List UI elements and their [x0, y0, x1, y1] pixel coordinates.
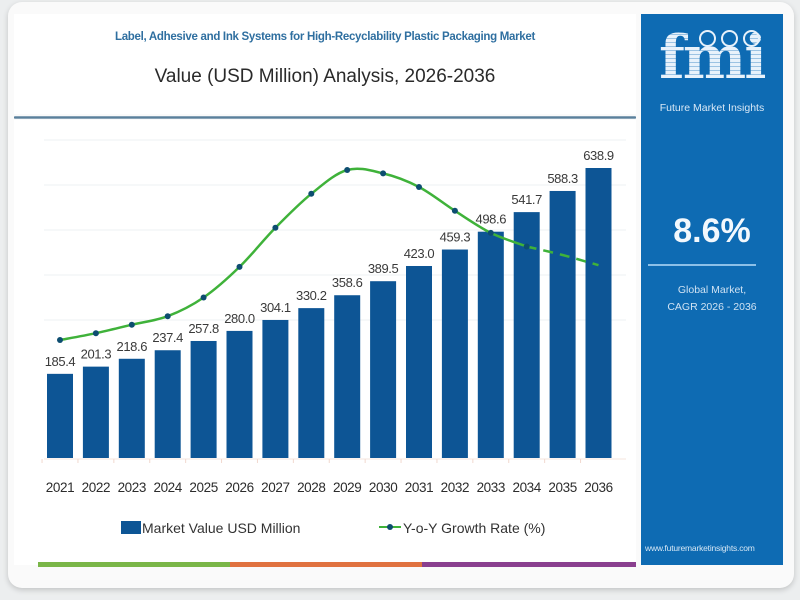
bar-label-2036: 638.9 — [583, 148, 614, 163]
chart-header: Label, Adhesive and Ink Systems for High… — [14, 14, 636, 114]
growth-marker-2025 — [200, 294, 207, 301]
bar-2033 — [477, 231, 504, 458]
x-tick-2032: 2032 — [441, 480, 469, 495]
gridlines — [44, 139, 626, 460]
x-tick-2024: 2024 — [153, 480, 182, 495]
footer-stripe-orange — [230, 562, 422, 567]
header-divider — [14, 116, 636, 119]
cagr-label-line2: CAGR 2026 - 2036 — [667, 301, 757, 313]
x-tick-2029: 2029 — [333, 480, 361, 495]
bar-label-2023: 218.6 — [117, 339, 148, 354]
x-tick-2023: 2023 — [118, 480, 146, 495]
bars — [47, 168, 612, 458]
cagr-value: 8.6% — [673, 212, 751, 250]
bar-label-2031: 423.0 — [404, 246, 435, 261]
bar-2024 — [154, 350, 181, 458]
x-tick-2027: 2027 — [261, 480, 289, 495]
legend-line-label: Y-o-Y Growth Rate (%) — [403, 520, 546, 536]
x-tick-2030: 2030 — [369, 480, 397, 495]
growth-marker-2023 — [128, 321, 135, 328]
cagr-divider — [648, 264, 756, 266]
bar-label-2027: 304.1 — [260, 300, 291, 315]
x-tick-2028: 2028 — [297, 480, 325, 495]
growth-line — [57, 167, 599, 343]
bar-label-2032: 459.3 — [440, 230, 471, 245]
cagr-label: Global Market, CAGR 2026 - 2036 — [641, 282, 783, 316]
growth-line-solid — [59, 167, 528, 342]
chart-legend: Market Value USD Million Y-o-Y Growth Ra… — [0, 520, 636, 540]
legend-item-market-value: Market Value USD Million — [121, 520, 300, 536]
x-tick-2021: 2021 — [46, 480, 74, 495]
x-tick-2025: 2025 — [189, 480, 217, 495]
bar-2023 — [118, 358, 145, 458]
x-tick-2022: 2022 — [82, 480, 110, 495]
person-icon — [743, 30, 760, 47]
footer-stripe-purple — [422, 562, 636, 567]
growth-marker-2028 — [308, 190, 315, 197]
bar-2028 — [298, 308, 325, 458]
bar-2022 — [82, 366, 109, 458]
x-axis-ticks: 2021 2022 2023 2024 2025 2026 2027 2028 2029 2030… — [41, 459, 613, 495]
bar-label-2034: 541.7 — [511, 192, 542, 207]
legend-item-growth-rate: Y-o-Y Growth Rate (%) — [379, 520, 545, 536]
growth-marker-2027 — [272, 224, 279, 231]
bar-2036 — [585, 168, 612, 458]
bar-2035 — [549, 190, 576, 458]
x-tick-2035: 2035 — [548, 480, 576, 495]
growth-marker-2031 — [416, 184, 422, 190]
cagr-label-line1: Global Market, — [677, 284, 747, 296]
bar-label-2021: 185.4 — [45, 354, 76, 369]
growth-marker-2021 — [57, 337, 63, 343]
legend-bar-label: Market Value USD Million — [142, 520, 301, 536]
growth-marker-2026 — [236, 263, 243, 270]
x-tick-2026: 2026 — [225, 480, 253, 495]
growth-marker-2030 — [380, 170, 387, 177]
growth-marker-2033 — [487, 229, 494, 236]
chart-title: Label, Adhesive and Ink Systems for High… — [114, 31, 536, 43]
x-tick-2036: 2036 — [584, 480, 612, 495]
bar-label-2028: 330.2 — [296, 288, 327, 303]
bar-labels: 185.4 201.3 218.6 237.4 257.8 280.0 304.1 330.2… — [45, 148, 615, 369]
bar-2032 — [441, 249, 468, 458]
logo-people-icons — [699, 30, 779, 50]
growth-line-dashed — [526, 245, 599, 267]
bar-label-2026: 280.0 — [224, 311, 255, 326]
bar-2021 — [47, 373, 73, 458]
growth-marker-2034 — [523, 243, 530, 250]
bar-label-2025: 257.8 — [188, 321, 219, 336]
legend-bar-swatch — [121, 521, 141, 534]
bar-label-2022: 201.3 — [81, 347, 112, 362]
growth-marker-2032 — [451, 207, 458, 214]
person-icon — [699, 30, 716, 47]
chart-subtitle: Value (USD Million) Analysis, 2026-2036 — [154, 66, 496, 87]
person-icon — [721, 30, 738, 47]
website-link[interactable]: www.futuremarketinsights.com — [645, 543, 755, 553]
bar-2030 — [370, 281, 397, 458]
growth-marker-2029 — [344, 167, 351, 173]
bar-label-2030: 389.5 — [368, 261, 399, 276]
bar-2025 — [190, 340, 217, 458]
footer-stripe-green — [38, 562, 230, 567]
bar-2031 — [406, 265, 432, 458]
growth-marker-2022 — [92, 330, 99, 337]
x-tick-2033: 2033 — [477, 480, 505, 495]
chart-area: 185.4 201.3 218.6 237.4 257.8 280.0 304.1 330.2… — [14, 120, 636, 565]
logo-subtitle: Future Market Insights — [659, 102, 765, 114]
bar-2034 — [513, 212, 540, 458]
info-panel: fmi Future Market Insights 8.6% Global M… — [641, 14, 783, 565]
bar-label-2024: 237.4 — [152, 330, 183, 345]
chart-plot: 185.4 201.3 218.6 237.4 257.8 280.0 304.1 330.2… — [41, 139, 626, 495]
x-tick-2031: 2031 — [405, 480, 433, 495]
legend-line-marker-icon — [379, 522, 401, 532]
growth-marker-2024 — [164, 313, 171, 320]
bar-2026 — [226, 330, 253, 458]
bar-2029 — [334, 295, 361, 458]
x-tick-2034: 2034 — [512, 480, 541, 495]
bar-label-2035: 588.3 — [547, 171, 578, 186]
bar-label-2029: 358.6 — [332, 275, 363, 290]
bar-2027 — [262, 319, 289, 458]
bar-label-2033: 498.6 — [476, 212, 507, 227]
